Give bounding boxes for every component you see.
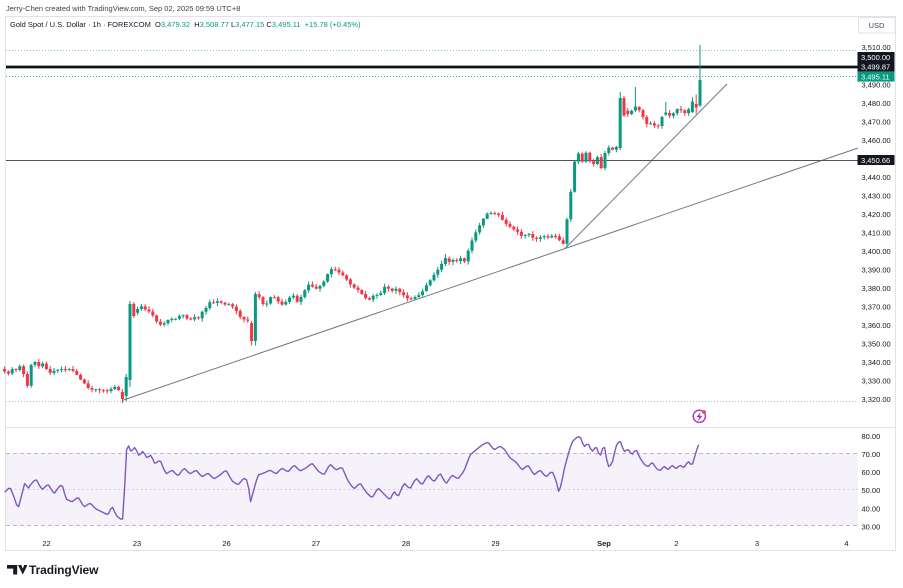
svg-text:22: 22	[42, 539, 50, 548]
svg-text:3,330.00: 3,330.00	[862, 377, 891, 386]
svg-text:3,500.00: 3,500.00	[861, 53, 890, 62]
svg-text:29: 29	[491, 539, 499, 548]
svg-text:2: 2	[674, 539, 678, 548]
svg-text:3,480.00: 3,480.00	[862, 99, 891, 108]
svg-text:3,495.11: 3,495.11	[861, 73, 890, 82]
svg-text:3,390.00: 3,390.00	[862, 266, 891, 275]
svg-text:50.00: 50.00	[862, 486, 881, 495]
svg-text:26: 26	[222, 539, 230, 548]
svg-text:80.00: 80.00	[862, 432, 881, 441]
svg-text:23: 23	[133, 539, 141, 548]
svg-text:Sep: Sep	[597, 539, 611, 548]
svg-text:70.00: 70.00	[862, 450, 881, 459]
svg-text:3,430.00: 3,430.00	[862, 191, 891, 200]
svg-text:3,420.00: 3,420.00	[862, 210, 891, 219]
svg-text:3,340.00: 3,340.00	[862, 358, 891, 367]
svg-text:40.00: 40.00	[862, 504, 881, 513]
svg-text:3,370.00: 3,370.00	[862, 303, 891, 312]
svg-text:3,360.00: 3,360.00	[862, 321, 891, 330]
svg-text:3,460.00: 3,460.00	[862, 136, 891, 145]
svg-text:USD: USD	[869, 21, 885, 30]
svg-text:28: 28	[402, 539, 410, 548]
svg-text:3,380.00: 3,380.00	[862, 284, 891, 293]
svg-text:3,470.00: 3,470.00	[862, 117, 891, 126]
svg-text:60.00: 60.00	[862, 468, 881, 477]
svg-text:3,350.00: 3,350.00	[862, 340, 891, 349]
svg-text:3,450.66: 3,450.66	[861, 156, 890, 165]
svg-text:27: 27	[312, 539, 320, 548]
svg-text:3,400.00: 3,400.00	[862, 247, 891, 256]
svg-text:4: 4	[844, 539, 848, 548]
svg-text:30.00: 30.00	[862, 522, 881, 531]
svg-text:3: 3	[755, 539, 759, 548]
svg-text:3,410.00: 3,410.00	[862, 229, 891, 238]
svg-text:3,510.00: 3,510.00	[862, 43, 891, 52]
svg-text:3,499.87: 3,499.87	[861, 63, 890, 72]
svg-text:3,490.00: 3,490.00	[862, 80, 891, 89]
svg-text:3,440.00: 3,440.00	[862, 173, 891, 182]
svg-text:3,320.00: 3,320.00	[862, 395, 891, 404]
